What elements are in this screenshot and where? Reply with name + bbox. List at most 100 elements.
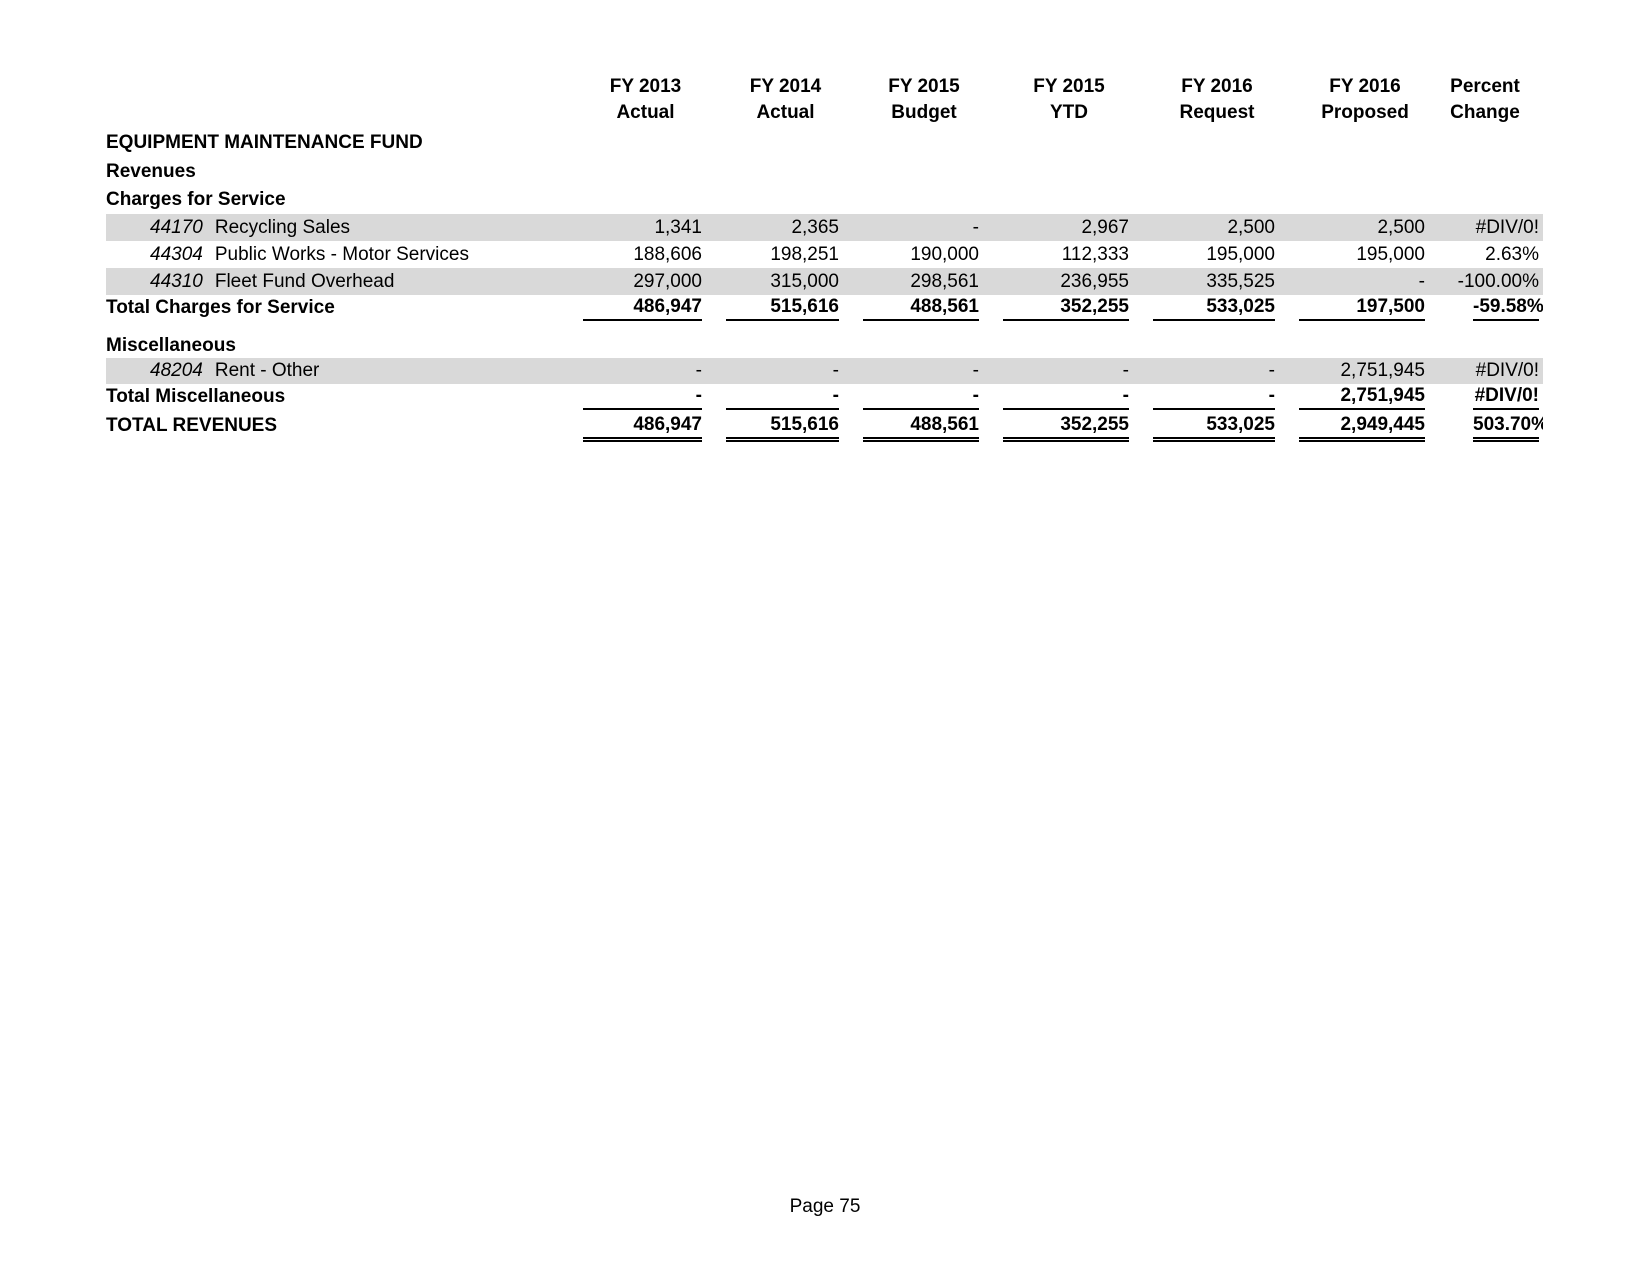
total-row-charges-for-service: Total Charges for Service 486,947 515,61…: [106, 295, 1543, 326]
grand-total-value-cell: 352,255: [981, 413, 1131, 447]
group-row-miscellaneous: Miscellaneous: [106, 334, 1543, 358]
value-cell: 195,000: [1206, 243, 1275, 265]
account-number: 44304: [150, 243, 203, 265]
table-row-recycling-sales: 44170 Recycling Sales 1,341 2,365 - 2,967…: [106, 214, 1543, 241]
value-cell: 2,500: [1131, 214, 1277, 241]
col-header-year-fy2015-ytd: FY 2015: [1033, 76, 1105, 97]
underlined-value: 352,255: [1003, 295, 1129, 321]
underlined-value: 488,561: [863, 295, 979, 321]
col-subheader-actual-2013: Actual: [616, 102, 675, 123]
total-row-miscellaneous: Total Miscellaneous - - - - - 2,751,945 …: [106, 384, 1543, 413]
fund-title-row: EQUIPMENT MAINTENANCE FUND: [106, 128, 1543, 157]
account-number: 44170: [150, 216, 203, 238]
value-cell: -: [841, 214, 981, 241]
value-cell: 335,525: [1131, 268, 1277, 295]
double-underlined-value: 533,025: [1153, 413, 1275, 442]
total-label: Total Miscellaneous: [106, 386, 286, 407]
section-row-revenues: Revenues: [106, 157, 1543, 186]
table-row-fleet-fund-overhead: 44310 Fleet Fund Overhead 297,000 315,000…: [106, 268, 1543, 295]
table-row-rent-other: 48204 Rent - Other - - - - - 2,751,945 #D…: [106, 358, 1543, 384]
header-row-year: FY 2013 FY 2014 FY 2015 FY 2015 FY 2016 …: [106, 70, 1543, 100]
section-title-revenues: Revenues: [106, 160, 196, 182]
total-value-cell: 533,025: [1131, 295, 1277, 326]
table-row-public-works-motor-services: 44304 Public Works - Motor Services 188,6…: [106, 241, 1543, 268]
header-spacer: [106, 100, 561, 128]
spacer-row: [106, 326, 1543, 334]
account-name: Fleet Fund Overhead: [214, 270, 395, 292]
underlined-value: -: [1153, 384, 1275, 410]
underlined-value: 197,500: [1299, 295, 1425, 321]
grand-total-value-cell: 488,561: [841, 413, 981, 447]
percent-cell: #DIV/0!: [1427, 214, 1543, 241]
underlined-value: 2,751,945: [1299, 384, 1425, 410]
double-underlined-value: 488,561: [863, 413, 979, 442]
double-underlined-value: 503.70%: [1473, 413, 1543, 442]
col-header-year-fy2015-budget: FY 2015: [888, 76, 960, 97]
value-cell: 236,955: [981, 268, 1131, 295]
underlined-value: 533,025: [1153, 295, 1275, 321]
percent-cell: 2.63%: [1485, 243, 1539, 265]
total-value-cell: -: [981, 384, 1131, 413]
grand-total-percent-cell: 503.70%: [1427, 413, 1543, 447]
percent-cell: -100.00%: [1427, 268, 1543, 295]
percent-cell: #DIV/0!: [1427, 358, 1543, 384]
budget-sheet: FY 2013 FY 2014 FY 2015 FY 2015 FY 2016 …: [106, 70, 1543, 447]
page-number: Page 75: [789, 1196, 861, 1217]
account-name: Public Works - Motor Services: [214, 243, 469, 265]
col-header-percent: Percent: [1450, 76, 1520, 97]
account-name: Rent - Other: [214, 360, 320, 381]
total-value-cell: -: [841, 384, 981, 413]
col-header-year-fy2016-proposed: FY 2016: [1329, 76, 1401, 97]
grand-total-value-cell: 486,947: [561, 413, 704, 447]
grand-total-value-cell: 2,949,445: [1277, 413, 1427, 447]
total-percent-cell: #DIV/0!: [1427, 384, 1543, 413]
group-title-miscellaneous: Miscellaneous: [106, 335, 236, 356]
group-title-charges-for-service: Charges for Service: [106, 189, 286, 210]
col-subheader-change: Change: [1450, 102, 1520, 123]
value-cell: -: [981, 358, 1131, 384]
total-value-cell: 352,255: [981, 295, 1131, 326]
row-label: 44310 Fleet Fund Overhead: [106, 268, 561, 295]
header-row-sub: Actual Actual Budget YTD Request Propose…: [106, 100, 1543, 128]
col-header-year-fy2014: FY 2014: [749, 76, 822, 97]
value-cell: 298,561: [841, 268, 981, 295]
col-subheader-ytd: YTD: [1050, 102, 1088, 123]
col-subheader-budget: Budget: [891, 102, 957, 123]
total-value-cell: -: [561, 384, 704, 413]
value-cell: 297,000: [561, 268, 704, 295]
col-subheader-actual-2014: Actual: [756, 102, 815, 123]
total-value-cell: -: [1131, 384, 1277, 413]
row-label: 48204 Rent - Other: [106, 358, 561, 384]
total-value-cell: 197,500: [1277, 295, 1427, 326]
value-cell: 190,000: [910, 243, 979, 265]
value-cell: 2,751,945: [1277, 358, 1427, 384]
underlined-value: -59.58%: [1473, 295, 1543, 321]
value-cell: 188,606: [633, 243, 702, 265]
double-underlined-value: 515,616: [726, 413, 839, 442]
row-label: 44304 Public Works - Motor Services: [106, 241, 561, 268]
value-cell: 2,967: [981, 214, 1131, 241]
group-row-charges-for-service: Charges for Service: [106, 186, 1543, 214]
col-subheader-request: Request: [1179, 102, 1255, 123]
value-cell: -: [561, 358, 704, 384]
header-spacer: [106, 70, 561, 100]
grand-total-value-cell: 515,616: [704, 413, 841, 447]
value-cell: 1,341: [561, 214, 704, 241]
value-cell: 2,500: [1277, 214, 1427, 241]
total-value-cell: -: [704, 384, 841, 413]
double-underlined-value: 486,947: [583, 413, 702, 442]
value-cell: 2,365: [704, 214, 841, 241]
total-value-cell: 488,561: [841, 295, 981, 326]
total-value-cell: 515,616: [704, 295, 841, 326]
value-cell: -: [1277, 268, 1427, 295]
account-number: 48204: [150, 360, 203, 381]
account-number: 44310: [150, 270, 203, 292]
underlined-value: 486,947: [583, 295, 702, 321]
total-value-cell: 486,947: [561, 295, 704, 326]
spacer-cell: [106, 326, 1543, 334]
underlined-value: -: [726, 384, 839, 410]
total-value-cell: 2,751,945: [1277, 384, 1427, 413]
value-cell: -: [704, 358, 841, 384]
value-cell: 112,333: [1061, 243, 1129, 265]
